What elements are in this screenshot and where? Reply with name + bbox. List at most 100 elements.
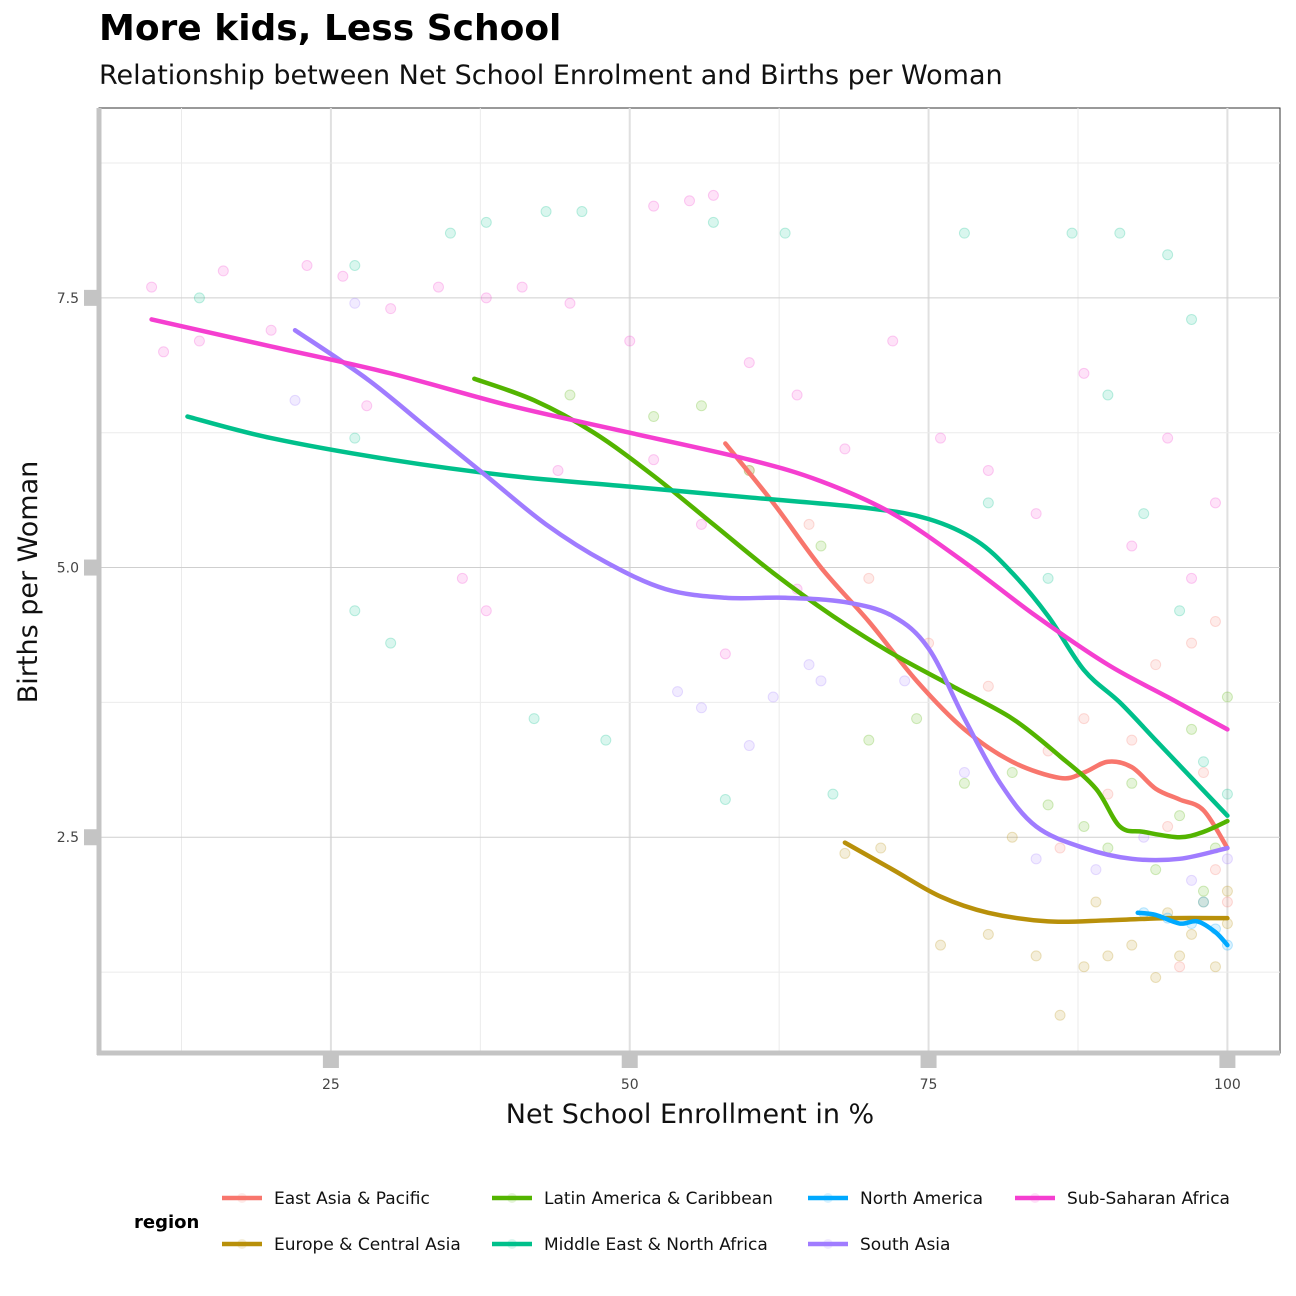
- data-point: [887, 335, 899, 347]
- data-point: [564, 389, 576, 401]
- data-point: [1102, 389, 1114, 401]
- data-point: [672, 686, 684, 698]
- data-point: [301, 260, 313, 271]
- data-point: [349, 297, 361, 309]
- data-point: [1209, 864, 1221, 876]
- data-point: [1078, 961, 1090, 973]
- legend-label: South Asia: [860, 1235, 950, 1255]
- data-point: [193, 335, 205, 347]
- legend-label: Europe & Central Asia: [274, 1235, 461, 1255]
- data-point: [349, 432, 361, 444]
- data-point: [648, 411, 660, 423]
- data-point: [349, 260, 361, 271]
- legend-label: Middle East & North Africa: [544, 1235, 768, 1255]
- data-point: [1209, 615, 1221, 627]
- data-point: [1030, 950, 1042, 962]
- data-point: [958, 767, 970, 779]
- data-point: [480, 216, 492, 228]
- data-point: [1197, 885, 1209, 897]
- smooth-line-latin-america-caribbean: [472, 376, 1230, 840]
- data-point: [1090, 864, 1102, 876]
- data-point: [648, 200, 660, 212]
- legend-item: South Asia: [808, 1235, 950, 1255]
- data-point: [1162, 432, 1174, 444]
- data-point: [1054, 842, 1066, 854]
- legend-label: Sub-Saharan Africa: [1067, 1189, 1230, 1209]
- chart-subtitle: Relationship between Net School Enrolmen…: [99, 60, 1003, 91]
- smooth-line-east-asia-pacific: [723, 441, 1230, 851]
- y-tick-label: 5.0: [57, 561, 79, 577]
- data-point: [217, 265, 229, 277]
- data-point: [540, 206, 552, 218]
- x-tick-mark: [621, 1053, 638, 1068]
- data-point: [767, 691, 779, 703]
- data-point: [982, 680, 994, 692]
- data-point: [1197, 896, 1209, 908]
- data-point: [1078, 367, 1090, 379]
- data-point: [695, 702, 707, 714]
- data-point: [719, 648, 731, 660]
- smooth-line-middle-east-north-africa: [185, 414, 1230, 818]
- data-point: [361, 400, 373, 412]
- smooth-line-south-asia: [292, 327, 1230, 863]
- data-point: [1102, 950, 1114, 962]
- data-point: [958, 777, 970, 789]
- data-point: [480, 292, 492, 304]
- data-point: [1150, 659, 1162, 671]
- data-point: [1054, 1009, 1066, 1021]
- data-point: [1197, 767, 1209, 779]
- data-point: [289, 394, 301, 406]
- data-point: [719, 793, 731, 805]
- data-point: [1186, 723, 1198, 735]
- data-point: [1042, 799, 1054, 811]
- data-point: [265, 324, 277, 336]
- data-point: [1209, 961, 1221, 973]
- data-point: [911, 713, 923, 725]
- data-point: [1186, 313, 1198, 325]
- legend-item: Latin America & Caribbean: [492, 1189, 773, 1209]
- data-point: [684, 195, 695, 207]
- plot-panel: [98, 107, 1281, 1054]
- data-point: [648, 454, 660, 466]
- data-point: [385, 303, 397, 315]
- data-point: [1221, 885, 1233, 897]
- data-point: [600, 734, 612, 746]
- data-point: [839, 847, 851, 859]
- data-point: [624, 335, 636, 347]
- data-point: [982, 497, 994, 509]
- chart-title: More kids, Less School: [99, 8, 562, 49]
- data-point: [743, 740, 755, 752]
- x-tick-mark: [322, 1053, 339, 1068]
- data-point: [1102, 788, 1114, 800]
- data-point: [982, 464, 994, 476]
- data-point: [576, 206, 588, 218]
- data-point: [1114, 227, 1126, 239]
- data-point: [827, 788, 839, 800]
- data-point: [349, 605, 361, 617]
- data-point: [1174, 950, 1186, 962]
- y-axis-label: Births per Woman: [13, 461, 44, 704]
- data-point: [1186, 874, 1198, 886]
- data-point: [863, 734, 875, 746]
- data-point: [564, 297, 576, 309]
- legend-title: region: [134, 1212, 199, 1233]
- data-point: [863, 572, 875, 584]
- legend-item: Sub-Saharan Africa: [1015, 1189, 1230, 1209]
- data-point: [1162, 820, 1174, 832]
- data-point: [1006, 831, 1018, 843]
- data-point: [935, 432, 947, 444]
- data-point: [707, 189, 719, 201]
- data-point: [815, 540, 827, 552]
- data-point: [1186, 637, 1198, 649]
- data-point: [444, 227, 456, 239]
- data-point: [456, 572, 468, 584]
- data-point: [815, 675, 827, 687]
- data-point: [1221, 788, 1233, 800]
- legend-item: Middle East & North Africa: [492, 1235, 768, 1255]
- smooth-line-sub-saharan-africa: [149, 317, 1230, 732]
- y-tick-mark: [84, 829, 99, 846]
- data-point: [1030, 853, 1042, 865]
- smooth-line-north-america: [1135, 910, 1230, 948]
- data-point: [337, 270, 349, 282]
